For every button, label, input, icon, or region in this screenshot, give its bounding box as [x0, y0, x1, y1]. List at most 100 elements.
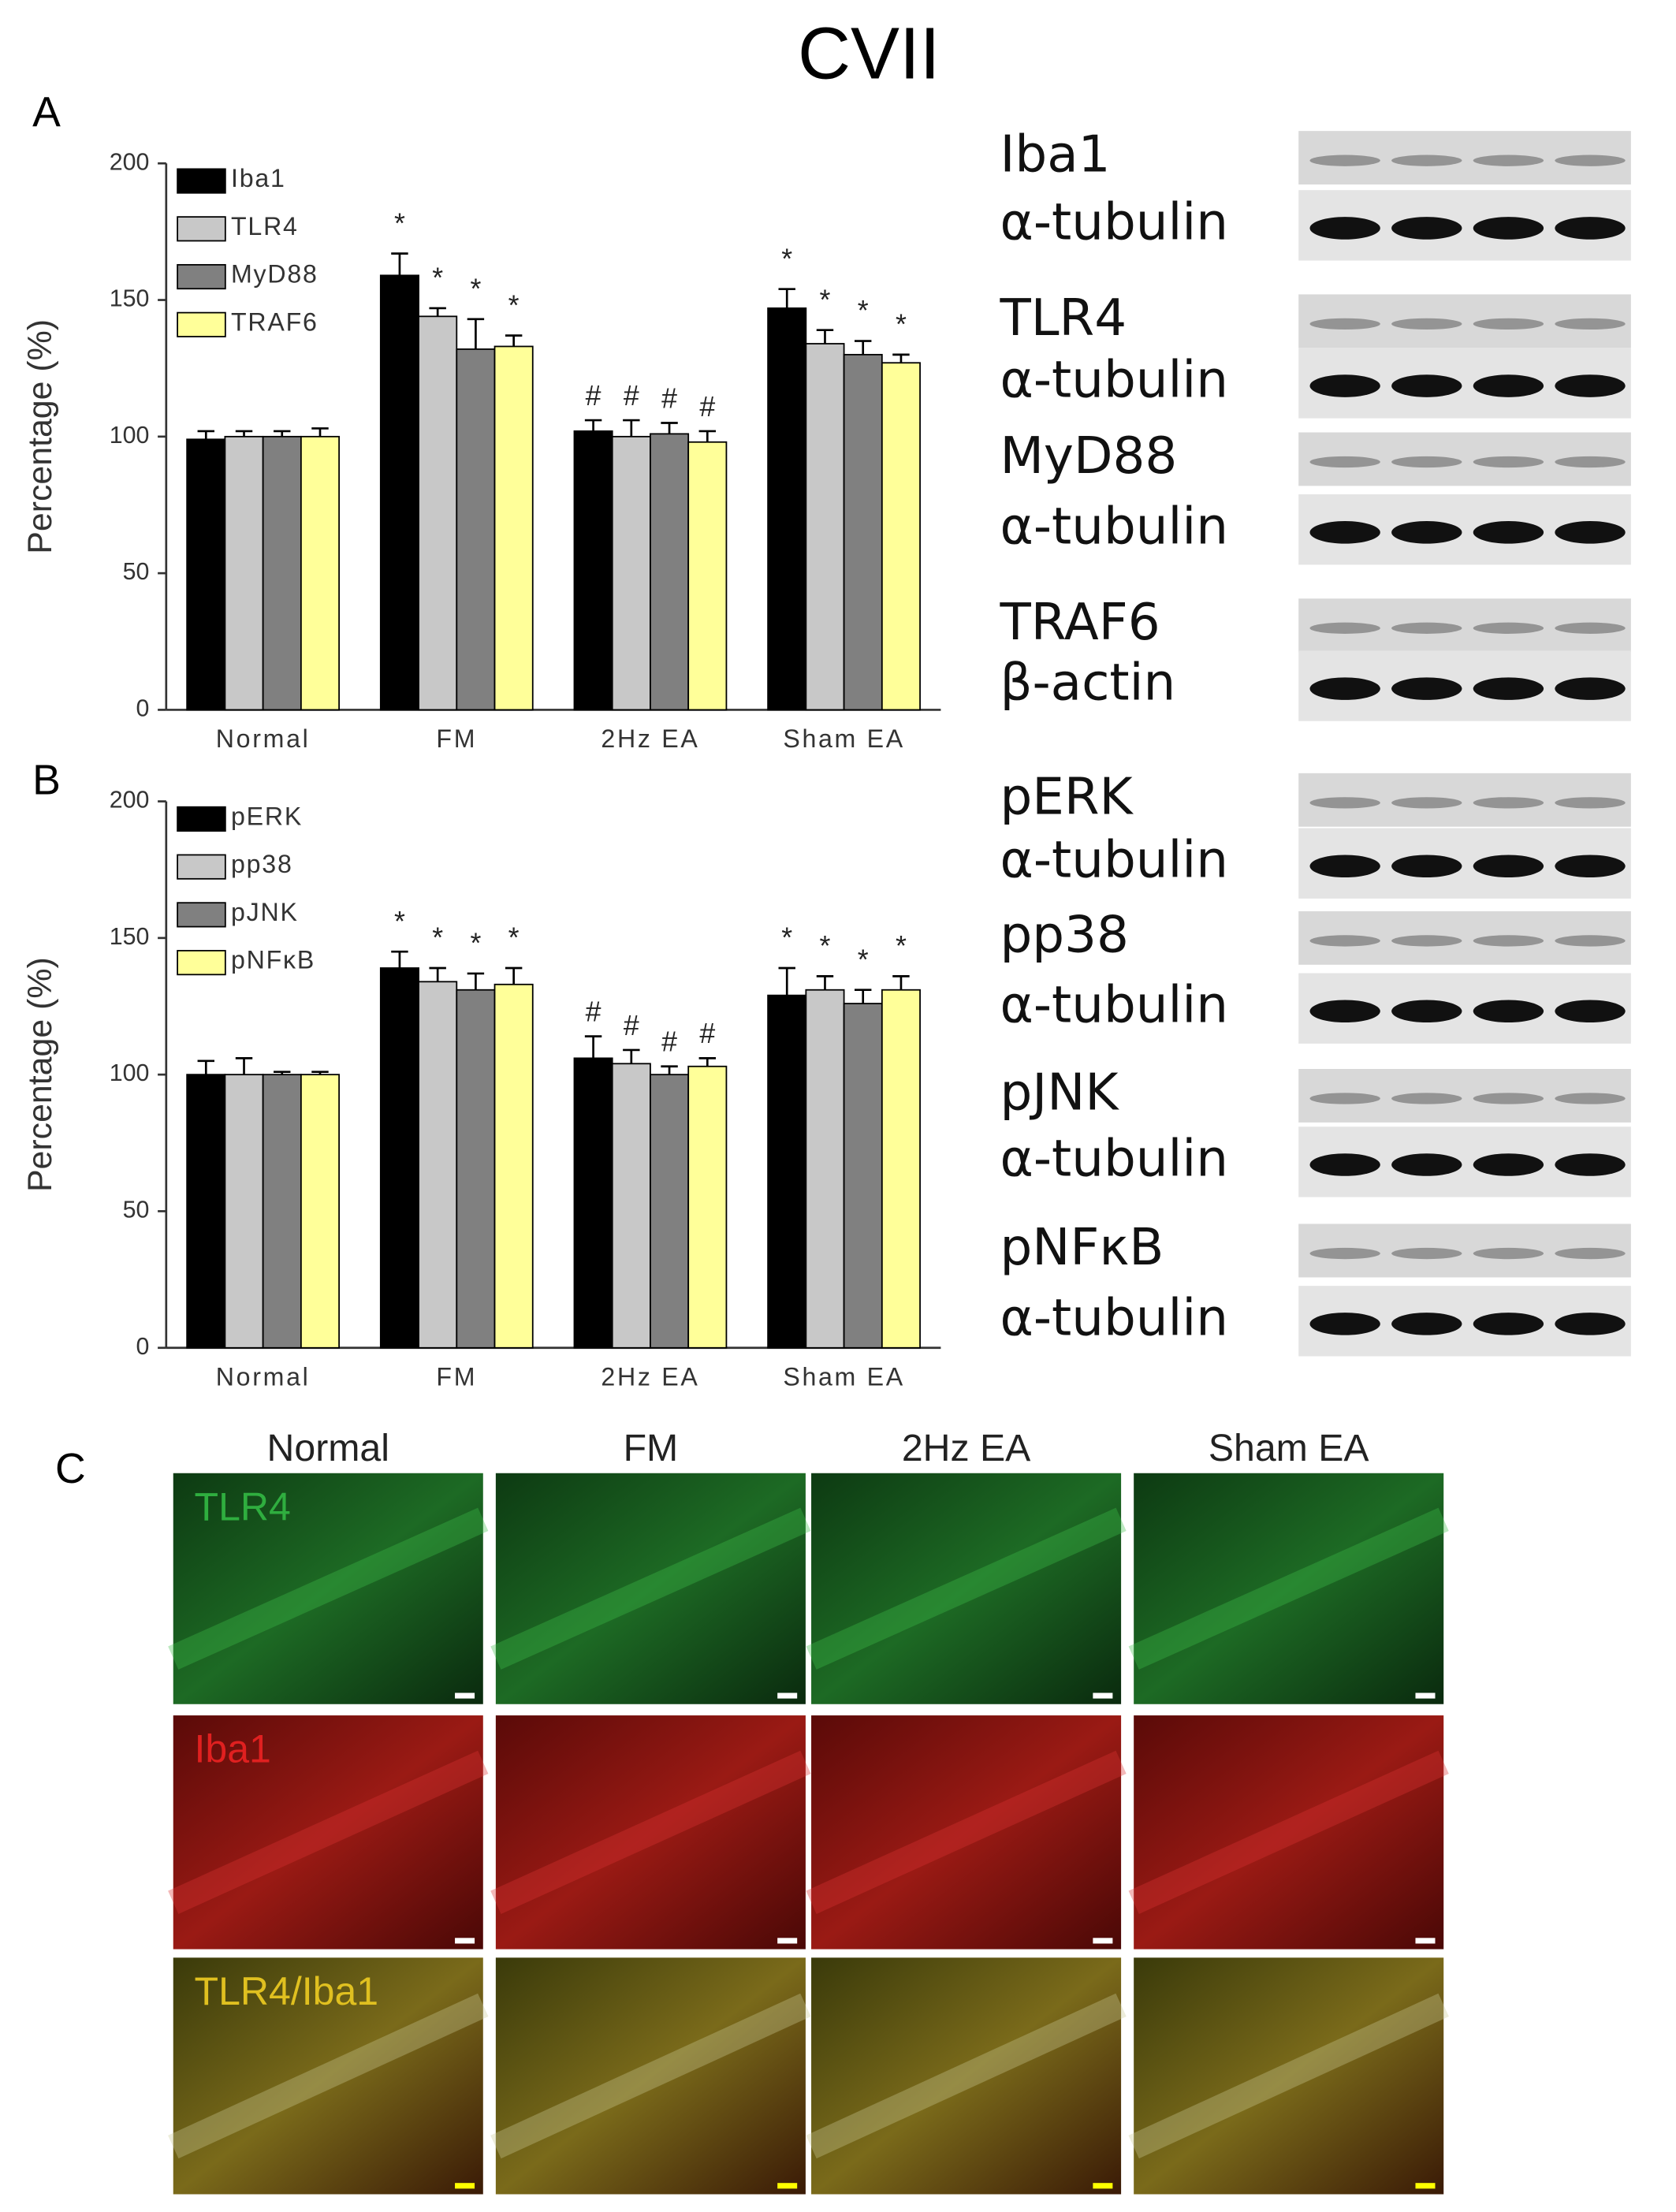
- tissue-band: [1128, 1507, 1449, 1670]
- blot-label: α-tubulin: [1000, 351, 1228, 410]
- bar: [767, 994, 807, 1349]
- blot-label: α-tubulin: [1000, 831, 1228, 890]
- blot-band: [1473, 521, 1544, 544]
- legend-label: Iba1: [231, 164, 286, 192]
- column-header: Normal: [267, 1427, 389, 1469]
- significance-mark: *: [432, 922, 443, 954]
- bar: [224, 435, 264, 711]
- tissue-band: [490, 1993, 811, 2159]
- blot-band: [1391, 1313, 1462, 1335]
- blot-band: [1555, 1093, 1626, 1104]
- bar: [843, 353, 883, 711]
- blot-band: [1391, 521, 1462, 544]
- y-tick-label: 100: [110, 1060, 150, 1086]
- blot-band: [1309, 217, 1380, 240]
- blot-label: Iba1: [1000, 125, 1110, 184]
- bar: [843, 1003, 883, 1349]
- significance-mark: *: [394, 906, 405, 937]
- significance-mark: #: [699, 1018, 715, 1049]
- blot-band: [1555, 1000, 1626, 1023]
- significance-mark: *: [508, 922, 520, 954]
- y-tick-label: 0: [136, 695, 149, 721]
- legend-swatch: [177, 311, 226, 337]
- significance-mark: *: [508, 289, 520, 321]
- bar: [650, 433, 690, 711]
- bar: [805, 989, 845, 1349]
- significance-mark: #: [624, 1010, 639, 1041]
- blot-band: [1309, 155, 1380, 166]
- blot-label: α-tubulin: [1000, 192, 1228, 251]
- scale-bar: [777, 1693, 798, 1699]
- significance-mark: *: [820, 284, 831, 315]
- tissue-band: [1128, 1750, 1449, 1914]
- legend-label: TRAF6: [231, 307, 318, 336]
- significance-mark: #: [661, 1026, 677, 1058]
- blot-band: [1309, 1000, 1380, 1023]
- blot-band: [1555, 935, 1626, 947]
- bar: [650, 1074, 690, 1349]
- micrograph: [811, 1715, 1122, 1949]
- bar: [379, 274, 419, 711]
- bar: [418, 315, 458, 711]
- x-tick-label: 2Hz EA: [601, 724, 699, 753]
- significance-mark: *: [858, 295, 869, 326]
- panel-letter: B: [32, 756, 61, 803]
- significance-mark: #: [624, 380, 639, 411]
- figure-title: CVII: [798, 13, 940, 95]
- bar: [300, 1074, 341, 1349]
- legend-label: pNFκB: [231, 946, 315, 974]
- legend-label: pERK: [231, 803, 303, 831]
- tissue-band: [806, 1750, 1127, 1914]
- blot-band: [1391, 456, 1462, 468]
- tissue-band: [806, 1507, 1127, 1670]
- blot-band: [1309, 374, 1380, 397]
- bar: [805, 343, 845, 711]
- blot-band: [1473, 155, 1544, 166]
- scale-bar: [1415, 1938, 1436, 1944]
- blot-band: [1391, 374, 1462, 397]
- blot-band: [1309, 935, 1380, 947]
- legend-swatch: [177, 263, 226, 290]
- blot-label: TLR4: [999, 289, 1127, 348]
- scale-bar: [777, 2183, 798, 2189]
- significance-mark: #: [586, 996, 601, 1027]
- blot-band: [1555, 677, 1626, 700]
- bar: [186, 1074, 226, 1349]
- blot-band: [1473, 374, 1544, 397]
- blot-label: pERK: [1000, 767, 1134, 826]
- micrograph: [495, 1715, 806, 1949]
- scale-bar: [1415, 1693, 1436, 1699]
- blot-label: pp38: [1000, 905, 1128, 964]
- blot-band: [1391, 677, 1462, 700]
- y-tick-label: 150: [110, 286, 150, 312]
- significance-mark: *: [781, 243, 792, 274]
- micrograph: [495, 1473, 806, 1704]
- blot-band: [1555, 1313, 1626, 1335]
- blot-band: [1473, 318, 1544, 330]
- y-axis-label: Percentage (%): [21, 957, 59, 1192]
- bar: [262, 435, 302, 711]
- legend-swatch: [177, 902, 226, 928]
- tissue-band: [168, 1507, 489, 1670]
- bar: [418, 981, 458, 1349]
- micrograph: [173, 1715, 483, 1949]
- blot-band: [1473, 456, 1544, 468]
- blot-band: [1473, 1093, 1544, 1104]
- blot-band: [1391, 855, 1462, 878]
- column-header: Sham EA: [1209, 1427, 1370, 1469]
- bar: [767, 307, 807, 711]
- x-tick-label: 2Hz EA: [601, 1363, 699, 1391]
- blot-label: α-tubulin: [1000, 1288, 1228, 1347]
- bar: [573, 1057, 613, 1349]
- micrograph: [811, 1473, 1122, 1704]
- blot-band: [1391, 318, 1462, 330]
- blot-band: [1309, 677, 1380, 700]
- column-header: FM: [624, 1427, 679, 1469]
- x-tick-label: Normal: [216, 1363, 311, 1391]
- blot-band: [1309, 622, 1380, 634]
- significance-mark: *: [858, 944, 869, 975]
- blot-band: [1473, 677, 1544, 700]
- scale-bar: [1093, 1938, 1113, 1944]
- blot-label: TRAF6: [999, 593, 1160, 652]
- significance-mark: *: [896, 930, 907, 962]
